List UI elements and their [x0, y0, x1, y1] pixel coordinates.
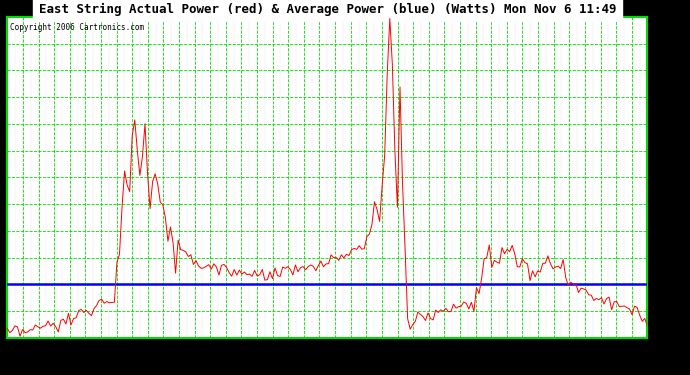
- Title: East String Actual Power (red) & Average Power (blue) (Watts) Mon Nov 6 11:49: East String Actual Power (red) & Average…: [39, 3, 616, 16]
- Text: Copyright 2006 Cartronics.com: Copyright 2006 Cartronics.com: [10, 23, 145, 32]
